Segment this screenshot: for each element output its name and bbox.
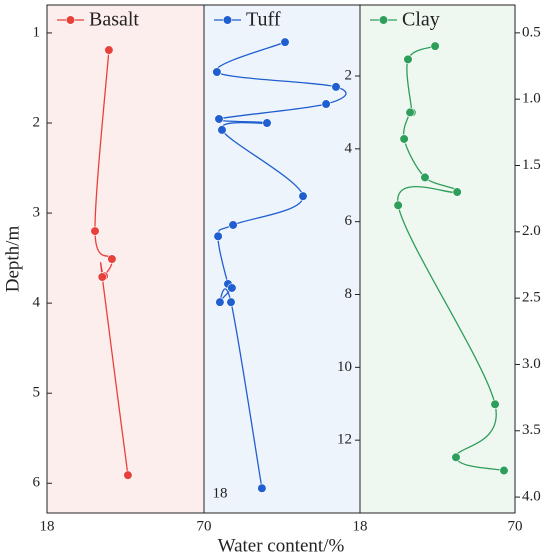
data-point (215, 297, 225, 307)
data-point (90, 226, 100, 236)
data-point (257, 483, 267, 493)
data-point (212, 67, 222, 77)
y-tick-label: 10 (337, 359, 352, 375)
data-point (420, 172, 430, 183)
y-tick-label: 3.5 (522, 422, 541, 438)
y-tick-label: 6 (33, 475, 41, 491)
data-point (227, 283, 237, 293)
y-tick-label: 3 (33, 205, 41, 221)
data-point (399, 134, 409, 144)
data-point (214, 114, 224, 124)
data-point (107, 254, 117, 264)
legend-label: Clay (402, 9, 440, 31)
data-point (213, 231, 223, 241)
data-point (123, 470, 133, 480)
data-point (451, 452, 461, 462)
data-point (405, 107, 415, 118)
y-tick-label: 1.5 (522, 157, 541, 173)
data-point (452, 187, 462, 197)
data-point (430, 41, 440, 51)
y-tick-label: 0.5 (522, 24, 541, 40)
y-tick-label: 8 (345, 286, 353, 302)
data-point (280, 37, 290, 47)
y-tick-label: 2.0 (522, 223, 541, 239)
y-tick-label: 2 (33, 114, 41, 130)
y-tick-label: 4 (33, 295, 41, 311)
y-tick-label: 3.0 (522, 356, 541, 372)
x-tick-label: 70 (197, 518, 212, 534)
y-tick-label: 4.0 (522, 489, 541, 505)
y-tick-label: 5 (33, 385, 41, 401)
data-point (298, 191, 308, 201)
x-tick-label: 18 (353, 518, 368, 534)
legend-label: Tuff (246, 9, 281, 31)
data-point (217, 125, 227, 135)
data-point (403, 54, 413, 64)
y-tick-label: 6 (345, 213, 353, 229)
data-point (104, 45, 114, 55)
data-point (228, 220, 238, 230)
x-tick-label: 18 (40, 518, 55, 534)
y-tick-label: 12 (337, 432, 352, 448)
y-tick-label: 1.0 (522, 91, 541, 107)
y-tick-label: 1 (33, 24, 41, 40)
data-point (226, 297, 236, 307)
x-tick-label: 70 (508, 518, 523, 534)
legend-marker (378, 15, 389, 25)
y-axis-label: Depth/m (2, 226, 23, 293)
x-tick-label: 18 (213, 485, 228, 501)
data-point (393, 200, 403, 210)
y-tick-label: 2 (345, 67, 353, 83)
panel-frame (359, 4, 516, 514)
panel-background (47, 5, 204, 513)
x-axis-label: Water content/% (218, 535, 345, 556)
data-point (321, 99, 331, 109)
y-tick-label: 4 (345, 140, 353, 156)
legend-label: Basalt (89, 9, 139, 31)
series-line (94, 49, 129, 476)
y-tick-label: 2.5 (522, 290, 541, 306)
legend-marker (65, 15, 76, 25)
legend-marker (222, 15, 233, 25)
data-point (97, 272, 107, 282)
data-point (499, 465, 509, 476)
data-point (331, 82, 341, 92)
panel-background (360, 5, 515, 513)
data-point (490, 399, 500, 409)
data-point (262, 118, 272, 128)
